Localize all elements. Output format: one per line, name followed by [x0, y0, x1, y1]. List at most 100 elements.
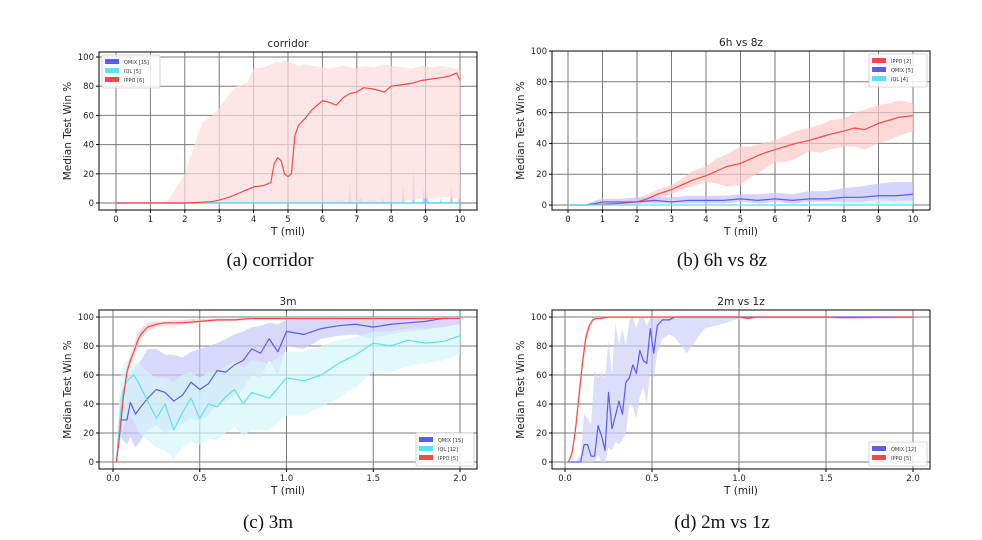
legend-swatch-qmix-5	[872, 67, 886, 72]
x-tick-label: 1.0	[732, 474, 746, 484]
x-tick-label: 1.0	[280, 474, 294, 484]
legend: QMIX [15] IQL [5] IPPO [6]	[101, 54, 161, 89]
y-tick-label: 60	[83, 111, 94, 121]
x-axis-label: T (mil)	[723, 226, 758, 238]
caption-3m: (c) 3m	[242, 512, 294, 533]
x-tick-label: 7	[354, 215, 359, 225]
legend-swatch-ippo-6	[105, 77, 119, 82]
y-tick-label: 40	[83, 400, 94, 410]
legend-label-qmix-15: QMIX [15]	[438, 438, 463, 444]
y-tick-label: 60	[536, 371, 547, 381]
x-tick-label: 2	[634, 215, 639, 225]
chart-title: 2m vs 1z	[717, 296, 765, 308]
x-tick-label: 5	[738, 215, 743, 225]
y-axis-label: Median Test Win %	[62, 340, 74, 439]
y-tick-label: 0	[89, 458, 94, 468]
x-tick-label: 0.5	[193, 474, 207, 484]
x-tick-label: 2	[182, 215, 187, 225]
x-tick-label: 7	[807, 215, 812, 225]
x-tick-label: 4	[251, 215, 256, 225]
x-axis-label: T (mil)	[723, 485, 758, 497]
legend-swatch-ippo-5	[872, 455, 886, 460]
legend-box	[868, 441, 928, 467]
legend-swatch-iql-5	[105, 68, 119, 73]
legend-swatch-ippo-2	[872, 58, 886, 63]
y-tick-label: 0	[89, 199, 94, 209]
y-axis-label: Median Test Win %	[515, 81, 527, 180]
caption-6h-vs-8z: (b) 6h vs 8z	[676, 250, 768, 271]
x-tick-label: 1.5	[819, 474, 833, 484]
band-ippo-2	[568, 100, 913, 205]
y-tick-label: 20	[536, 170, 547, 180]
y-tick-label: 40	[536, 139, 547, 149]
x-tick-label: 2.0	[453, 474, 467, 484]
line-ippo-6	[116, 72, 461, 204]
band-qmix-12	[568, 317, 913, 462]
legend-label-qmix-5: QMIX [5]	[891, 68, 913, 74]
y-tick-label: 20	[83, 429, 94, 439]
legend-swatch-qmix-15	[105, 59, 119, 64]
legend-swatch-iql-12	[419, 446, 433, 451]
legend-swatch-ippo-5	[419, 455, 433, 460]
line-qmix-5	[568, 193, 914, 206]
x-tick-label: 8	[841, 215, 846, 225]
y-tick-label: 60	[83, 371, 94, 381]
y-tick-label: 80	[83, 342, 94, 352]
x-tick-label: 0	[565, 215, 570, 225]
x-tick-label: 1.5	[366, 474, 380, 484]
chart-title: corridor	[268, 38, 310, 50]
y-tick-label: 100	[531, 47, 547, 57]
chart-2m-vs-1z: 0.0 0.5 1.0 1.5 2.0 0 20 40 60 80 100 2m vs 1z T (mi…	[515, 296, 931, 497]
legend: QMIX [15] IQL [12] IPPO [5]	[415, 432, 475, 467]
legend: QMIX [12] IPPO [5]	[868, 441, 928, 467]
panel-corridor: 0 1 2 3 4 5 6 7 8 9 10 0 20 40 60 80 100 corridor T (mil) M…	[0, 0, 491, 271]
line-ippo-2	[568, 115, 914, 206]
plot-frame	[551, 309, 931, 470]
y-tick-label: 20	[536, 429, 547, 439]
legend-label-ippo-6: IPPO [6]	[124, 78, 144, 84]
series-group	[568, 100, 914, 206]
legend-label-iql-4: IQL [4]	[891, 77, 908, 83]
y-tick-label: 20	[83, 170, 94, 180]
tick-labels: 0.0 0.5 1.0 1.5 2.0 0 20 40 60 80 100	[531, 313, 920, 484]
line-iql-12	[115, 335, 461, 463]
x-axis-label: T (mil)	[270, 226, 305, 238]
legend-label-ippo-2: IPPO [2]	[891, 59, 911, 65]
y-tick-label: 100	[78, 53, 94, 63]
chart-3m: 0.0 0.5 1.0 1.5 2.0 0 20 40 60 80 100 3m T (mil) Medi…	[62, 296, 478, 497]
x-tick-label: 9	[876, 215, 881, 225]
line-qmix-15	[115, 317, 460, 463]
legend-label-iql-12: IQL [12]	[438, 447, 458, 453]
x-tick-label: 4	[703, 215, 708, 225]
legend-swatch-qmix-12	[872, 446, 886, 451]
y-tick-label: 100	[531, 313, 547, 323]
line-ippo-5	[567, 316, 914, 463]
y-tick-label: 0	[542, 201, 547, 211]
x-tick-label: 9	[423, 215, 428, 225]
y-tick-label: 60	[536, 109, 547, 119]
x-tick-label: 5	[285, 215, 290, 225]
series-group	[116, 59, 461, 204]
x-tick-label: 2.0	[906, 474, 920, 484]
legend-label-ippo-5: IPPO [5]	[891, 456, 911, 462]
x-tick-label: 0.0	[558, 474, 572, 484]
series-group	[115, 317, 461, 463]
legend-label-ippo-5: IPPO [5]	[438, 456, 458, 462]
tick-labels: 0.0 0.5 1.0 1.5 2.0 0 20 40 60 80 100	[78, 313, 467, 484]
series-group	[567, 316, 914, 463]
chart-title: 3m	[280, 296, 297, 308]
panel-2m-vs-1z: 0.0 0.5 1.0 1.5 2.0 0 20 40 60 80 100 2m vs 1z T (mi…	[491, 270, 982, 540]
y-tick-label: 40	[536, 400, 547, 410]
band-iql-4	[568, 198, 913, 205]
x-tick-label: 3	[216, 215, 221, 225]
x-tick-label: 0.0	[106, 474, 120, 484]
y-axis-label: Median Test Win %	[515, 340, 527, 439]
x-tick-label: 0	[113, 215, 118, 225]
y-axis-label: Median Test Win %	[62, 82, 74, 181]
x-tick-label: 6	[772, 215, 777, 225]
y-tick-label: 80	[536, 78, 547, 88]
